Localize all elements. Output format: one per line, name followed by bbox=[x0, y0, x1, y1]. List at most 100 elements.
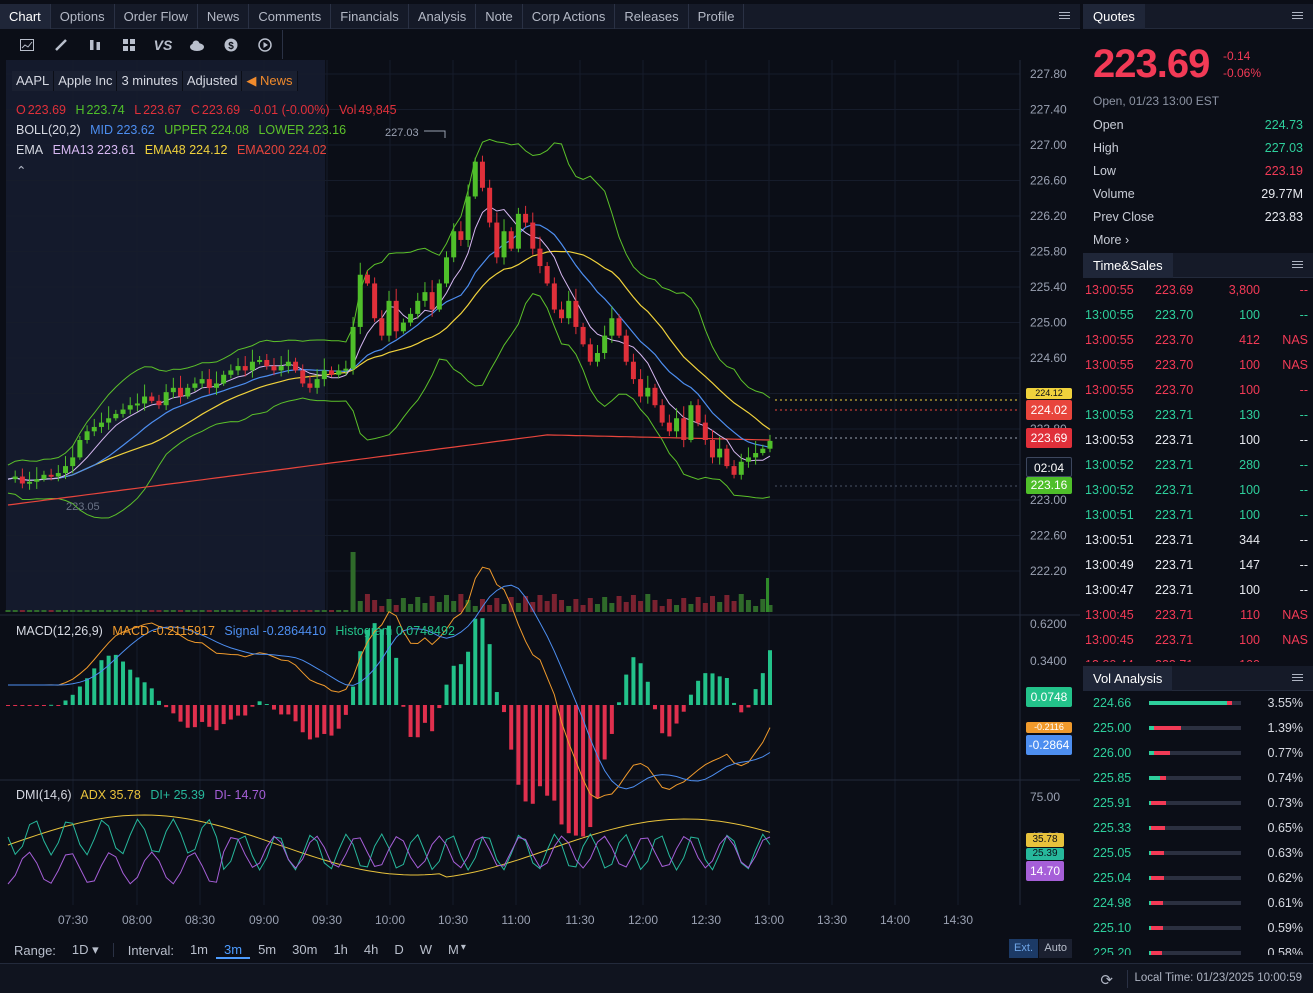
volume-bar bbox=[213, 610, 219, 612]
candle-body bbox=[429, 292, 435, 310]
price-axis-label: 227.80 bbox=[1030, 67, 1067, 81]
candle-body bbox=[142, 396, 148, 404]
volume-bar bbox=[652, 600, 658, 612]
vol-price: 224.98 bbox=[1093, 895, 1132, 910]
tabs-menu-icon[interactable] bbox=[1059, 12, 1070, 23]
tab-comments[interactable]: Comments bbox=[249, 3, 332, 29]
trade-time: 13:00:45 bbox=[1085, 633, 1134, 647]
time-sales-row: 13:00:51 223.71 344 -- bbox=[1083, 528, 1313, 553]
macd-hist-bar bbox=[49, 704, 54, 706]
trade-size: 110 bbox=[1240, 608, 1260, 622]
toolbar-divider bbox=[282, 30, 283, 59]
time-axis-label: 13:00 bbox=[754, 913, 784, 927]
tab-news[interactable]: News bbox=[198, 3, 250, 29]
macd-hist-bar bbox=[207, 705, 212, 727]
volume-bar bbox=[84, 610, 90, 612]
news-chip[interactable]: ◀ News bbox=[242, 71, 298, 91]
ext-hours-button[interactable]: Ext. bbox=[1009, 939, 1038, 958]
tab-releases[interactable]: Releases bbox=[615, 3, 689, 29]
interval-d[interactable]: D bbox=[394, 941, 404, 957]
macd-hist-bar bbox=[243, 705, 248, 716]
trade-size: 344 bbox=[1239, 533, 1260, 547]
vol-bar bbox=[1149, 775, 1241, 780]
legend-collapse-icon[interactable]: ⌃ bbox=[16, 164, 27, 178]
tab-financials[interactable]: Financials bbox=[331, 3, 409, 29]
tab-profile[interactable]: Profile bbox=[689, 3, 745, 29]
close-price-tag: 223.69 bbox=[1026, 428, 1072, 448]
chart-area: Chart Options Order Flow News Comments Financ… bbox=[0, 3, 1080, 959]
interval-m[interactable]: M bbox=[448, 941, 459, 957]
range-select[interactable]: 1D ▾ bbox=[64, 942, 107, 958]
macd-hist-bar bbox=[293, 705, 298, 722]
macd-hist-bar bbox=[379, 629, 384, 705]
volume-bar bbox=[659, 606, 665, 612]
adjusted-chip[interactable]: Adjusted bbox=[182, 71, 243, 91]
quotes-tab[interactable]: Quotes bbox=[1083, 4, 1145, 29]
macd-hist-bar bbox=[394, 657, 399, 705]
volume-bar bbox=[142, 610, 148, 612]
candle-body bbox=[602, 335, 608, 354]
symbol-chip[interactable]: AAPL bbox=[12, 71, 55, 91]
trade-price: 223.71 bbox=[1155, 408, 1194, 422]
macd-value: MACD -0.2115917 bbox=[112, 624, 215, 638]
volume-bar bbox=[48, 610, 54, 612]
vol-analysis-tab[interactable]: Vol Analysis bbox=[1083, 666, 1173, 691]
time-sales-row: 13:00:55 223.70 412 NAS bbox=[1083, 328, 1313, 353]
macd-hist-bar bbox=[674, 705, 679, 724]
candle-body bbox=[336, 370, 342, 375]
tab-chart[interactable]: Chart bbox=[0, 3, 51, 29]
interval-chip[interactable]: 3 minutes bbox=[117, 71, 183, 91]
chart-type-icon[interactable] bbox=[10, 30, 44, 59]
price-chart[interactable]: 227.80 227.40 227.00 226.60 226.20 225.80 225.… bbox=[0, 60, 1080, 940]
time-sales-menu-icon[interactable] bbox=[1292, 261, 1303, 270]
volume-bar bbox=[206, 610, 212, 612]
tab-note[interactable]: Note bbox=[476, 3, 523, 29]
replay-icon[interactable] bbox=[248, 30, 282, 59]
candle-body bbox=[573, 300, 579, 327]
interval-3m[interactable]: 3m bbox=[216, 942, 251, 959]
ema48-line bbox=[7, 250, 771, 481]
macd-signal-line bbox=[8, 584, 771, 790]
tab-corp-actions[interactable]: Corp Actions bbox=[523, 3, 616, 29]
auto-scale-button[interactable]: Auto bbox=[1039, 939, 1072, 958]
interval-4h[interactable]: 4h bbox=[363, 941, 379, 957]
interval-w[interactable]: W bbox=[419, 941, 433, 957]
interval-1m[interactable]: 1m bbox=[189, 941, 209, 957]
draw-icon[interactable] bbox=[44, 30, 78, 59]
layout-icon[interactable] bbox=[112, 30, 146, 59]
vol-percent: 0.74% bbox=[1267, 770, 1303, 785]
quotes-menu-icon[interactable] bbox=[1292, 12, 1303, 21]
vol-analysis-menu-icon[interactable] bbox=[1292, 674, 1303, 683]
macd-hist-bar bbox=[365, 629, 370, 705]
vol-buy-fill bbox=[1149, 925, 1151, 930]
trade-time: 13:00:52 bbox=[1085, 483, 1134, 497]
interval-more-caret-icon[interactable]: ▾ bbox=[460, 941, 466, 953]
volume-bar bbox=[55, 610, 61, 612]
vol-analysis-list[interactable]: 224.66 3.55% 225.00 1.39% 226.00 0.77% 225.85 0… bbox=[1083, 690, 1313, 956]
interval-5m[interactable]: 5m bbox=[258, 941, 277, 957]
macd-hist-bar bbox=[466, 651, 471, 705]
price-axis-label: 226.60 bbox=[1030, 174, 1067, 188]
vol-buy-fill bbox=[1149, 750, 1154, 755]
dollar-icon[interactable]: $ bbox=[214, 30, 248, 59]
candles-icon[interactable] bbox=[78, 30, 112, 59]
compare-icon[interactable]: VS bbox=[153, 36, 173, 53]
interval-30m[interactable]: 30m bbox=[292, 941, 318, 957]
price-axis-label: 226.20 bbox=[1030, 209, 1067, 223]
candle-body bbox=[149, 396, 155, 401]
quote-more-link[interactable]: More › bbox=[1093, 233, 1130, 247]
candle-body bbox=[163, 392, 169, 406]
tab-analysis[interactable]: Analysis bbox=[409, 3, 477, 29]
tab-order-flow[interactable]: Order Flow bbox=[115, 3, 198, 29]
status-divider bbox=[1127, 970, 1128, 988]
time-sales-tab[interactable]: Time&Sales bbox=[1083, 253, 1173, 278]
cloud-icon[interactable] bbox=[180, 30, 214, 59]
trade-exchange: -- bbox=[1299, 533, 1308, 547]
volume-bar bbox=[472, 606, 478, 612]
tab-options[interactable]: Options bbox=[51, 3, 115, 29]
candle-body bbox=[55, 473, 61, 477]
trade-time: 13:00:53 bbox=[1085, 433, 1134, 447]
time-sales-list[interactable]: 13:00:55 223.69 3,800 -- 13:00:55 223.70 100 --… bbox=[1083, 278, 1313, 662]
interval-1h[interactable]: 1h bbox=[333, 941, 348, 957]
refresh-icon[interactable]: ⟳ bbox=[1100, 972, 1113, 989]
